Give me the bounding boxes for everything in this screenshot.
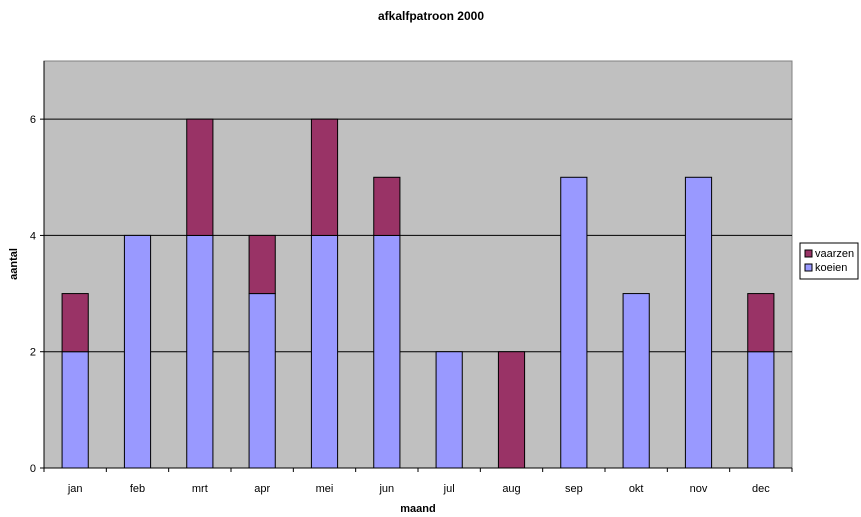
x-tick-label: jul	[443, 483, 455, 495]
chart-title: afkalfpatroon 2000	[378, 9, 484, 23]
x-tick-label: mrt	[192, 483, 208, 495]
bar-koeien-nov	[684, 176, 713, 469]
gridlines	[44, 118, 792, 353]
x-tick-label: feb	[130, 483, 145, 495]
bar-vaarzen-apr	[248, 234, 276, 295]
bar-koeien-mei	[310, 234, 339, 469]
legend-label-vaarzen: vaarzen	[815, 248, 854, 260]
bar-koeien-mrt	[186, 234, 214, 469]
legend-label-koeien: koeien	[815, 262, 847, 274]
x-tick-label: jun	[378, 483, 394, 495]
x-tick-label: nov	[690, 483, 708, 495]
bar-vaarzen-dec	[747, 293, 775, 353]
bar-koeien-apr	[248, 293, 276, 469]
x-tick-label: mei	[316, 483, 334, 495]
bar-vaarzen-jan	[61, 293, 89, 353]
y-tick-label: 4	[30, 230, 36, 242]
x-axis-ticks: jan feb mrt apr mei jun jul aug sep okt nov dec	[43, 468, 793, 495]
legend-box	[799, 242, 859, 280]
legend-items: vaarzen koeien	[804, 248, 854, 274]
y-axis-ticks: 0 2 4 6	[30, 114, 44, 475]
x-tick-label: aug	[502, 483, 520, 495]
bar-koeien-jun	[373, 234, 401, 469]
x-tick-label: okt	[629, 483, 644, 495]
x-axis-title: maand	[400, 503, 435, 515]
y-tick-label: 6	[30, 114, 36, 126]
bar-koeien-jan	[61, 351, 89, 469]
y-tick-label: 0	[30, 463, 36, 475]
bar-vaarzen-jun	[373, 176, 401, 236]
x-tick-label: dec	[752, 483, 770, 495]
bar-koeien-jul	[435, 351, 463, 469]
legend: vaarzen koeien	[799, 242, 859, 280]
y-axis-title: aantal	[8, 248, 20, 280]
x-tick-label: apr	[254, 483, 270, 495]
bar-vaarzen-mrt	[186, 118, 214, 236]
bar-vaarzen-aug	[497, 351, 526, 469]
bars	[61, 118, 775, 469]
legend-swatch-vaarzen	[804, 249, 813, 258]
bar-koeien-dec	[747, 351, 775, 469]
bar-koeien-sep	[560, 176, 588, 469]
bar-koeien-feb	[123, 234, 152, 469]
x-tick-label: sep	[565, 483, 583, 495]
y-tick-label: 2	[30, 347, 36, 359]
bar-vaarzen-mei	[310, 118, 339, 236]
legend-swatch-koeien	[804, 263, 813, 272]
plot-area	[43, 60, 793, 469]
bar-koeien-okt	[622, 293, 650, 469]
x-tick-label: jan	[67, 483, 83, 495]
